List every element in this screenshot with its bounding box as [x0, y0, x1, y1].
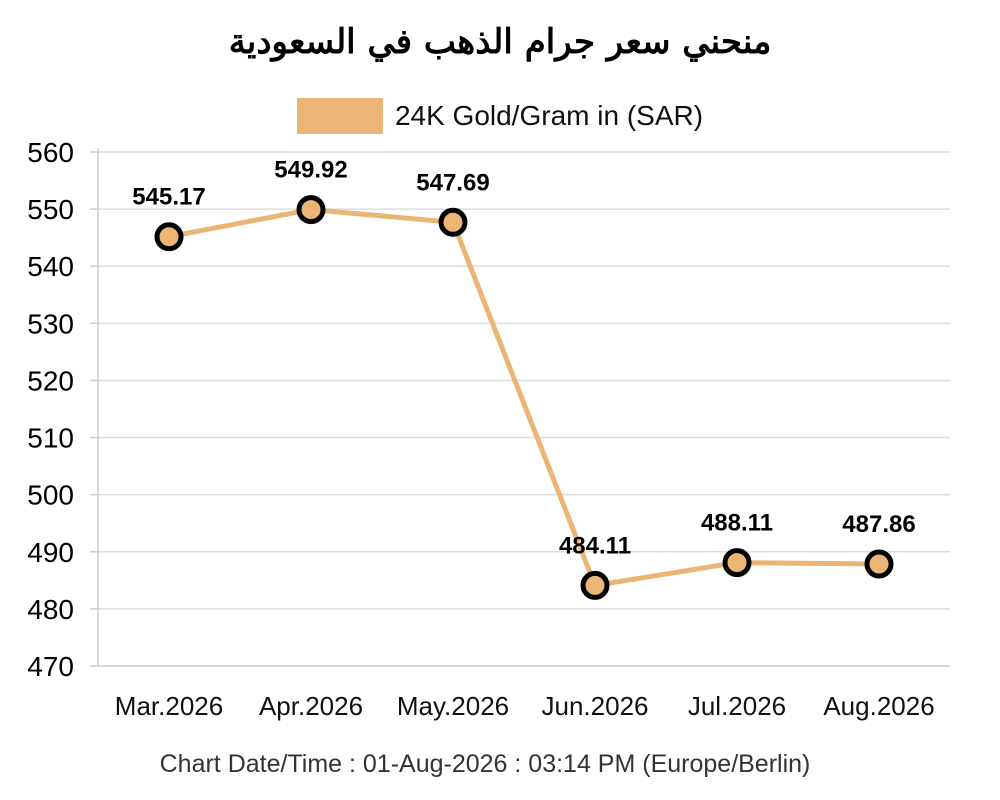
- y-tick-label: 480: [27, 594, 74, 625]
- x-tick-labels: Mar.2026 Apr.2026 May.2026 Jun.2026 Jul.2026…: [115, 691, 935, 721]
- x-tick-label: Mar.2026: [115, 691, 223, 721]
- y-tick-label: 540: [27, 251, 74, 282]
- chart-footer: Chart Date/Time : 01-Aug-2026 : 03:14 PM…: [159, 750, 811, 778]
- data-point-marker: [154, 222, 184, 252]
- data-label: 545.17: [132, 184, 205, 211]
- legend-label: 24K Gold/Gram in (SAR): [394, 100, 704, 131]
- x-tick-label: Aug.2026: [823, 691, 934, 721]
- legend-swatch: [296, 98, 383, 134]
- data-point-marker: [580, 570, 610, 600]
- y-tick-label: 550: [27, 194, 74, 225]
- data-label: 547.69: [416, 169, 489, 196]
- x-tick-label: Jul.2026: [688, 691, 786, 721]
- data-labels: 545.17 549.92 547.69 484.11 488.11 487.86: [132, 157, 915, 560]
- y-tick-label: 520: [27, 365, 74, 396]
- data-label: 488.11: [701, 510, 773, 537]
- data-point-marker: [864, 549, 894, 579]
- y-tick-label: 510: [27, 423, 74, 454]
- y-tick-label: 500: [27, 480, 74, 511]
- x-tick-label: May.2026: [397, 691, 509, 721]
- data-point-marker: [296, 195, 326, 225]
- gridlines: [98, 151, 950, 610]
- y-tick-label: 470: [27, 651, 74, 682]
- legend: 24K Gold/Gram in (SAR): [0, 98, 1000, 134]
- y-tick-labels: 470 480 490 500 510 520 530 540 550 560: [27, 137, 74, 682]
- x-tick-label: Jun.2026: [542, 691, 649, 721]
- series-line: [154, 195, 894, 600]
- data-label: 487.86: [842, 511, 915, 538]
- data-point-marker: [438, 207, 468, 237]
- data-label: 484.11: [559, 532, 631, 559]
- y-tick-label: 490: [27, 537, 74, 568]
- data-label: 549.92: [274, 157, 347, 184]
- x-tick-label: Apr.2026: [259, 691, 363, 721]
- data-point-marker: [722, 548, 752, 578]
- y-tick-label: 530: [27, 308, 74, 339]
- y-tick-label: 560: [27, 137, 74, 168]
- chart-title: منحني سعر جرام الذهب في السعودية: [228, 22, 772, 62]
- axes: [90, 148, 950, 667]
- series-line-path: [168, 207, 880, 588]
